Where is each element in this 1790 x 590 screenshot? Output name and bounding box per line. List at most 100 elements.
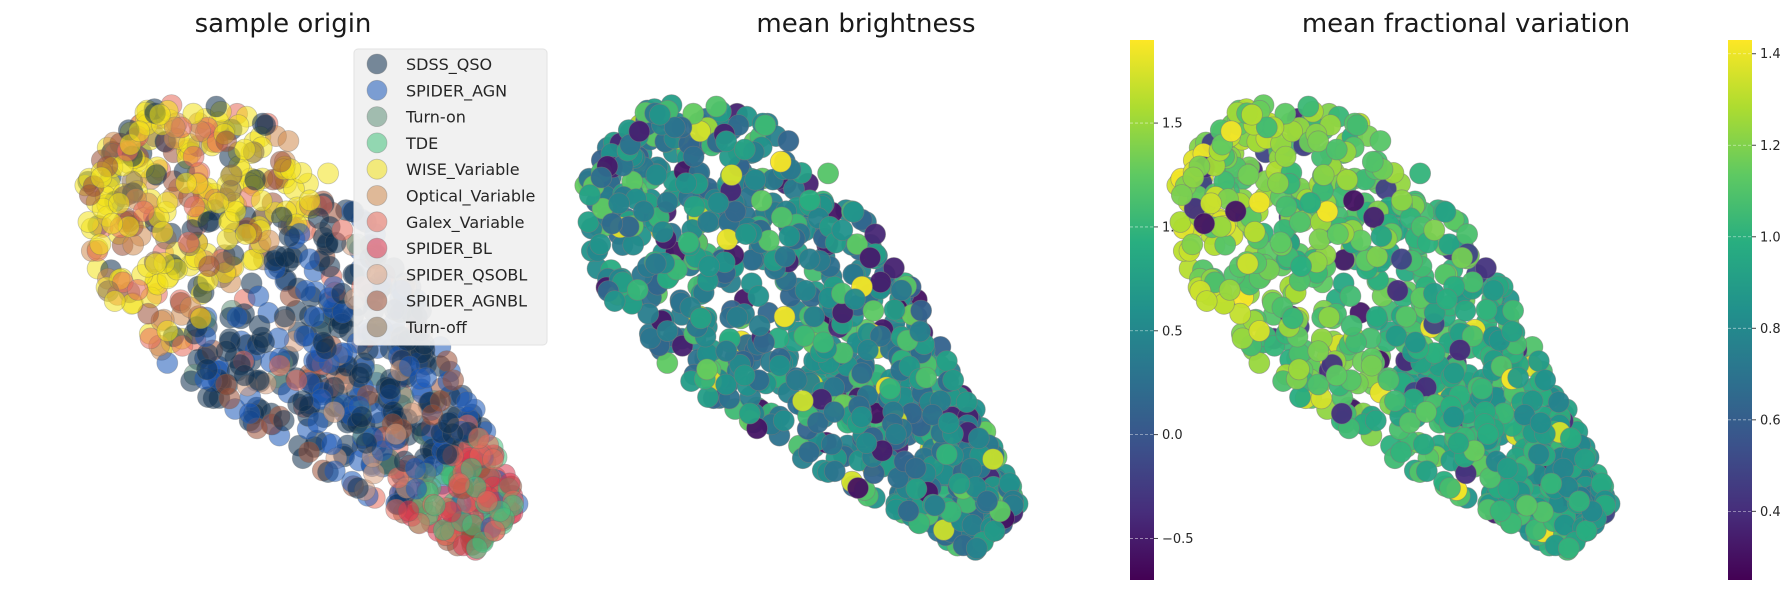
scatter-point xyxy=(1274,145,1297,168)
scatter-point xyxy=(1218,278,1241,301)
scatter-point xyxy=(905,477,928,500)
legend-label: SPIDER_AGNBL xyxy=(406,292,527,312)
scatter-point xyxy=(645,163,668,186)
scatter-point xyxy=(1229,302,1252,325)
scatter-point xyxy=(1312,164,1335,186)
scatter-point xyxy=(1529,411,1552,434)
scatter-point xyxy=(247,285,270,308)
scatter-point xyxy=(1325,364,1348,387)
scatter-point xyxy=(697,386,719,409)
scatter-point xyxy=(274,245,297,268)
scatter-point xyxy=(1340,314,1363,337)
scatter-point xyxy=(1316,200,1339,223)
panel1-points xyxy=(74,94,529,561)
scatter-point xyxy=(1471,377,1493,400)
scatter-point xyxy=(1384,389,1406,412)
scatter-point xyxy=(156,320,179,342)
scatter-point xyxy=(578,184,601,206)
scatter-point xyxy=(590,166,613,189)
scatter-point xyxy=(1404,331,1427,354)
colorbar-tick-label: 0.8 xyxy=(1760,322,1781,337)
panel3-colorbar: 0.4 0.6 0.8 1.0 1.2 1.4 xyxy=(1728,40,1781,580)
scatter-point xyxy=(448,472,471,495)
panel1-legend: SDSS_QSO SPIDER_AGN Turn-on TDE WISE_Variabl… xyxy=(353,48,548,346)
scatter-point xyxy=(273,305,296,328)
scatter-point xyxy=(1489,500,1512,522)
scatter-point xyxy=(1289,211,1311,234)
scatter-point xyxy=(1170,184,1193,206)
scatter-point xyxy=(1477,423,1499,446)
scatter-point xyxy=(942,369,965,392)
scatter-point xyxy=(1195,290,1218,313)
scatter-point xyxy=(1236,252,1259,275)
scatter-point xyxy=(1390,189,1413,212)
scatter-point xyxy=(177,231,200,254)
legend-label: Optical_Variable xyxy=(406,187,535,207)
scatter-point xyxy=(1361,150,1384,173)
scatter-point xyxy=(798,441,820,464)
scatter-point xyxy=(773,305,796,328)
panel2-colorbar: −0.50.00.51.01.5 xyxy=(1130,40,1194,580)
scatter-point xyxy=(1447,432,1470,455)
scatter-point xyxy=(1269,231,1292,254)
scatter-point xyxy=(817,162,839,185)
scatter-point xyxy=(846,233,869,256)
scatter-point xyxy=(145,163,168,186)
scatter-point xyxy=(355,432,378,455)
scatter-point xyxy=(312,331,335,354)
scatter-point xyxy=(1409,162,1431,185)
scatter-point xyxy=(137,302,160,325)
scatter-point xyxy=(215,130,238,153)
scatter-point xyxy=(897,500,920,522)
scatter-point xyxy=(733,138,756,161)
scatter-point xyxy=(682,145,705,168)
scatter-point xyxy=(233,138,256,161)
scatter-point xyxy=(270,206,293,229)
scatter-point xyxy=(1527,443,1550,466)
scatter-point xyxy=(697,211,719,234)
scatter-point xyxy=(379,377,402,400)
scatter-point xyxy=(663,116,686,139)
scatter-point xyxy=(705,95,728,118)
scatter-point xyxy=(476,490,499,513)
scatter-point xyxy=(1307,340,1330,363)
scatter-point xyxy=(1267,172,1289,195)
panel2-points xyxy=(574,94,1029,561)
legend-marker xyxy=(366,185,388,206)
legend-label: Galex_Variable xyxy=(406,213,524,233)
scatter-point xyxy=(1461,271,1484,294)
colorbar-tick-label: 0.6 xyxy=(1760,413,1781,428)
scatter-point xyxy=(589,233,612,256)
scatter-point xyxy=(885,423,907,446)
scatter-point xyxy=(603,290,626,313)
scatter-point xyxy=(1507,366,1530,389)
scatter-point xyxy=(483,519,506,542)
scatter-point xyxy=(189,307,212,330)
scatter-point xyxy=(794,279,817,302)
colorbar-gradient xyxy=(1728,40,1752,580)
scatter-point xyxy=(183,195,206,218)
scatter-point xyxy=(298,248,321,271)
scatter-point xyxy=(1574,448,1596,471)
scatter-point xyxy=(1390,441,1412,464)
scatter-point xyxy=(948,472,971,495)
legend-marker xyxy=(366,53,388,75)
scatter-point xyxy=(1454,299,1477,322)
scatter-point xyxy=(233,364,256,387)
legend-label: SPIDER_BL xyxy=(406,239,492,259)
scatter-point xyxy=(768,354,791,377)
scatter-point xyxy=(128,120,151,143)
scatter-point xyxy=(285,369,308,392)
scatter-point xyxy=(820,433,843,456)
scatter-point xyxy=(937,411,960,434)
scatter-point xyxy=(1193,212,1216,235)
scatter-point xyxy=(298,189,321,212)
panel-sample-origin: sample origin SDSS_QSO SPIDER_AGN Turn-on T… xyxy=(74,9,548,561)
scatter-point xyxy=(689,307,712,330)
scatter-point xyxy=(738,402,761,425)
scatter-point xyxy=(1275,195,1298,218)
scatter-point xyxy=(864,223,886,246)
scatter-point xyxy=(1395,305,1418,328)
scatter-point xyxy=(1438,233,1461,256)
